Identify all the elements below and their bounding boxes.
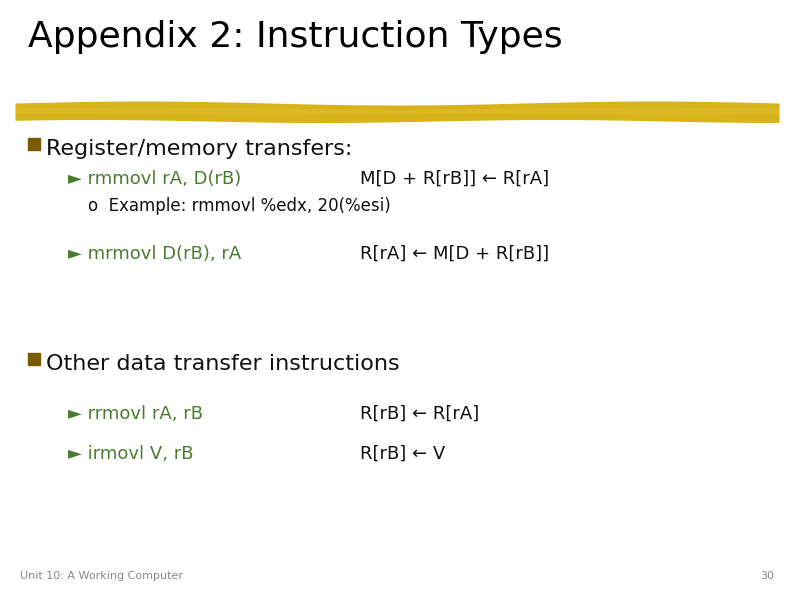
Text: o  Example: rmmovl %edx, 20(%esi): o Example: rmmovl %edx, 20(%esi) — [88, 197, 391, 215]
Text: Register/memory transfers:: Register/memory transfers: — [46, 139, 353, 159]
Text: 30: 30 — [760, 571, 774, 581]
Text: Unit 10: A Working Computer: Unit 10: A Working Computer — [20, 571, 183, 581]
Text: R[rB] ← R[rA]: R[rB] ← R[rA] — [360, 405, 480, 423]
Text: ► mrmovl D(rB), rA: ► mrmovl D(rB), rA — [68, 245, 241, 263]
Text: R[rB] ← V: R[rB] ← V — [360, 445, 445, 463]
Text: ► rrmovl rA, rB: ► rrmovl rA, rB — [68, 405, 203, 423]
Text: Appendix 2: Instruction Types: Appendix 2: Instruction Types — [28, 20, 563, 54]
Text: ► rmmovl rA, D(rB): ► rmmovl rA, D(rB) — [68, 170, 241, 188]
Text: Other data transfer instructions: Other data transfer instructions — [46, 354, 399, 374]
Text: M[D + R[rB]] ← R[rA]: M[D + R[rB]] ← R[rA] — [360, 170, 549, 188]
Text: ► irmovl V, rB: ► irmovl V, rB — [68, 445, 194, 463]
Bar — [28, 353, 40, 365]
Bar — [28, 138, 40, 150]
Text: R[rA] ← M[D + R[rB]]: R[rA] ← M[D + R[rB]] — [360, 245, 549, 263]
